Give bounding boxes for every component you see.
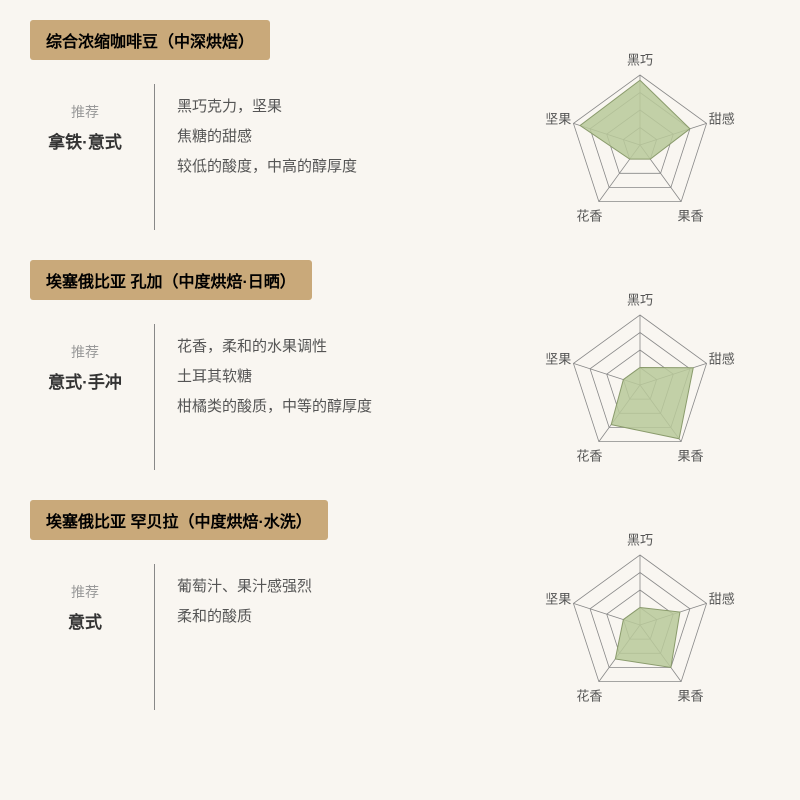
radar-axis-label: 果香	[678, 685, 704, 704]
rec-value: 意式·手冲	[30, 368, 140, 393]
card-body: 推荐意式葡萄汁、果汁感强烈柔和的酸质黑巧甜感果香花香坚果	[30, 554, 770, 720]
radar-axis-label: 花香	[576, 685, 602, 704]
description-line: 柑橘类的酸质，中等的醇厚度	[177, 392, 510, 422]
radar-axis-label: 黑巧	[627, 290, 653, 309]
radar-chart: 黑巧甜感果香 花香 坚果	[510, 280, 770, 480]
rec-label: 推荐	[30, 342, 140, 362]
radar-axis-label: 果香	[678, 445, 704, 464]
card-body: 推荐拿铁·意式黑巧克力，坚果焦糖的甜感较低的酸度，中高的醇厚度黑巧甜感果香花香坚…	[30, 74, 770, 240]
description-line: 较低的酸度，中高的醇厚度	[177, 152, 510, 182]
description-block: 黑巧克力，坚果焦糖的甜感较低的酸度，中高的醇厚度	[177, 74, 510, 182]
card-title: 综合浓缩咖啡豆（中深烘焙）	[30, 20, 270, 60]
radar-axis-label: 坚果	[545, 109, 571, 128]
description-line: 葡萄汁、果汁感强烈	[177, 572, 510, 602]
vertical-divider	[154, 564, 155, 710]
vertical-divider	[154, 324, 155, 470]
coffee-card: 综合浓缩咖啡豆（中深烘焙）推荐拿铁·意式黑巧克力，坚果焦糖的甜感较低的酸度，中高…	[30, 20, 770, 240]
description-block: 花香，柔和的水果调性土耳其软糖柑橘类的酸质，中等的醇厚度	[177, 314, 510, 422]
radar-axis-label: 甜感	[709, 589, 735, 608]
rec-label: 推荐	[30, 582, 140, 602]
radar-axis-label: 黑巧	[627, 50, 653, 69]
radar-chart: 黑巧甜感果香 花香 坚果	[510, 40, 770, 240]
radar-chart: 黑巧甜感果香 花香 坚果	[510, 520, 770, 720]
description-line: 土耳其软糖	[177, 362, 510, 392]
description-line: 黑巧克力，坚果	[177, 92, 510, 122]
vertical-divider	[154, 84, 155, 230]
coffee-card: 埃塞俄比亚 孔加（中度烘焙·日晒）推荐意式·手冲花香，柔和的水果调性土耳其软糖柑…	[30, 260, 770, 480]
recommendation-block: 推荐意式·手冲	[30, 314, 140, 393]
radar-axis-label: 坚果	[545, 589, 571, 608]
card-title: 埃塞俄比亚 孔加（中度烘焙·日晒）	[30, 260, 312, 300]
description-line: 柔和的酸质	[177, 602, 510, 632]
radar-axis-label: 坚果	[545, 349, 571, 368]
description-block: 葡萄汁、果汁感强烈柔和的酸质	[177, 554, 510, 632]
rec-label: 推荐	[30, 102, 140, 122]
recommendation-block: 推荐拿铁·意式	[30, 74, 140, 153]
card-body: 推荐意式·手冲花香，柔和的水果调性土耳其软糖柑橘类的酸质，中等的醇厚度黑巧甜感果…	[30, 314, 770, 480]
description-line: 花香，柔和的水果调性	[177, 332, 510, 362]
radar-axis-label: 果香	[678, 205, 704, 224]
radar-axis-label: 甜感	[709, 109, 735, 128]
coffee-card: 埃塞俄比亚 罕贝拉（中度烘焙·水洗）推荐意式葡萄汁、果汁感强烈柔和的酸质黑巧甜感…	[30, 500, 770, 720]
radar-axis-label: 甜感	[709, 349, 735, 368]
recommendation-block: 推荐意式	[30, 554, 140, 633]
rec-value: 拿铁·意式	[30, 128, 140, 153]
radar-axis-label: 花香	[576, 205, 602, 224]
card-title: 埃塞俄比亚 罕贝拉（中度烘焙·水洗）	[30, 500, 328, 540]
description-line: 焦糖的甜感	[177, 122, 510, 152]
rec-value: 意式	[30, 608, 140, 633]
radar-axis-label: 黑巧	[627, 530, 653, 549]
radar-axis-label: 花香	[576, 445, 602, 464]
